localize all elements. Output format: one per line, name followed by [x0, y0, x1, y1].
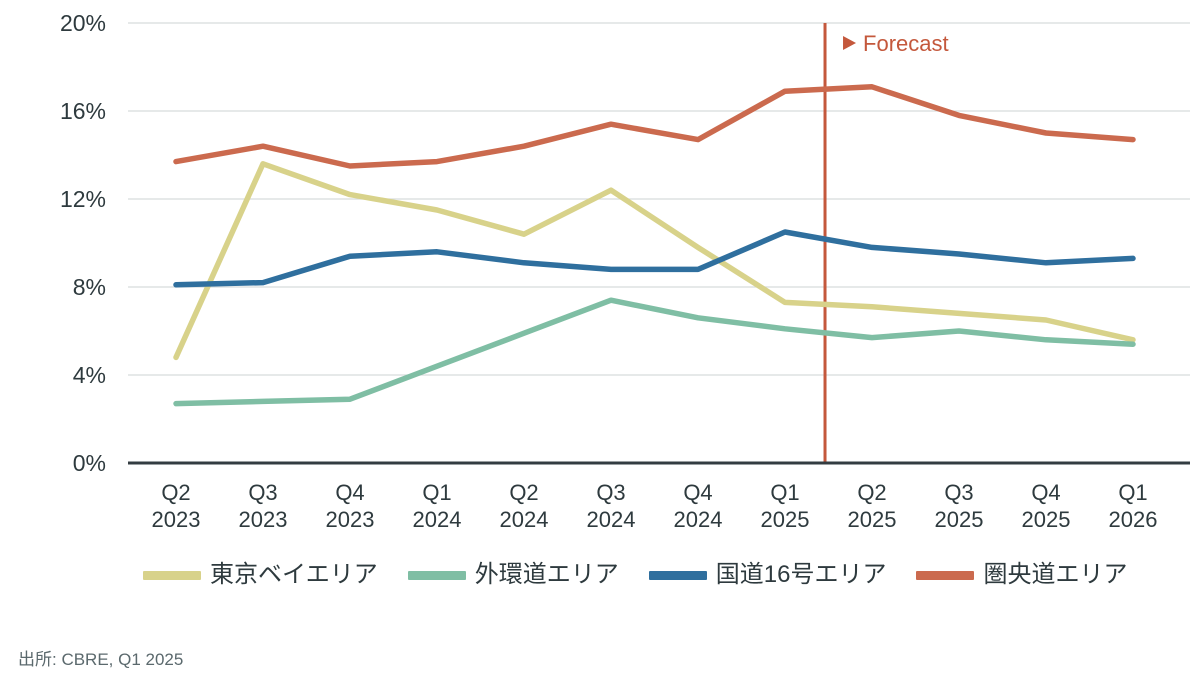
x-tick-label: Q4 2024	[674, 480, 723, 532]
gridlines-group	[128, 22, 1190, 465]
x-tick-label: Q1 2026	[1109, 480, 1158, 532]
x-tick-label: Q1 2024	[413, 480, 462, 532]
legend-item-gaikando-area: 外環道エリア	[407, 560, 619, 590]
legend-label: 圏央道エリア	[983, 561, 1128, 588]
forecast-arrow-icon	[843, 36, 857, 50]
x-tick-label: Q2 2024	[500, 480, 549, 532]
x-tick-label: Q4 2023	[326, 480, 375, 532]
source-note: 出所: CBRE, Q1 2025	[18, 650, 184, 669]
y-tick-label: 8%	[73, 274, 106, 300]
y-tick-label: 16%	[60, 98, 106, 124]
legend-swatch	[648, 570, 707, 580]
legend-label: 外環道エリア	[474, 561, 619, 588]
legend-swatch	[916, 570, 975, 580]
x-tick-label: Q3 2025	[935, 480, 984, 532]
series-group	[173, 84, 1136, 407]
y-axis-labels-group: 0% 4% 8% 12% 16% 20%	[60, 10, 106, 476]
legend-item-route16-area: 国道16号エリア	[648, 560, 887, 590]
legend-swatch	[143, 570, 201, 580]
forecast-label: Forecast	[863, 31, 949, 56]
y-tick-label: 20%	[60, 10, 106, 36]
x-tick-label: Q4 2025	[1022, 480, 1071, 532]
x-axis-labels-group: Q2 2023 Q3 2023 Q4 2023 Q1 2024 Q2 2024 Q3 2024 Q4 20…	[152, 480, 1158, 532]
y-tick-label: 0%	[73, 450, 106, 476]
legend-swatch	[407, 570, 466, 580]
legend-item-tokyo-bay-area: 東京ベイエリア	[143, 560, 378, 590]
series-line-gaikando-area	[173, 297, 1136, 407]
x-tick-label: Q3 2023	[239, 480, 288, 532]
series-line-tokyo-bay-area	[173, 161, 1136, 361]
chart-legend: 東京ベイエリア 外環道エリア 国道16号エリア 圏央道エリア	[143, 560, 1127, 590]
x-tick-label: Q1 2025	[761, 480, 810, 532]
series-line-route16-area	[173, 229, 1136, 288]
legend-item-kenodo-area: 圏央道エリア	[916, 560, 1127, 590]
chart-canvas: 0% 4% 8% 12% 16% 20% Q2 2023 Q3 2023 Q4 2023 Q1 2024…	[60, 10, 1190, 532]
y-tick-label: 12%	[60, 186, 106, 212]
x-tick-label: Q3 2024	[587, 480, 636, 532]
legend-label: 国道16号エリア	[715, 561, 887, 588]
x-tick-label: Q2 2023	[152, 480, 201, 532]
series-line-kenodo-area	[173, 84, 1136, 169]
x-tick-label: Q2 2025	[848, 480, 897, 532]
legend-label: 東京ベイエリア	[210, 561, 378, 588]
y-tick-label: 4%	[73, 362, 106, 388]
forecast-group: Forecast	[823, 23, 949, 462]
